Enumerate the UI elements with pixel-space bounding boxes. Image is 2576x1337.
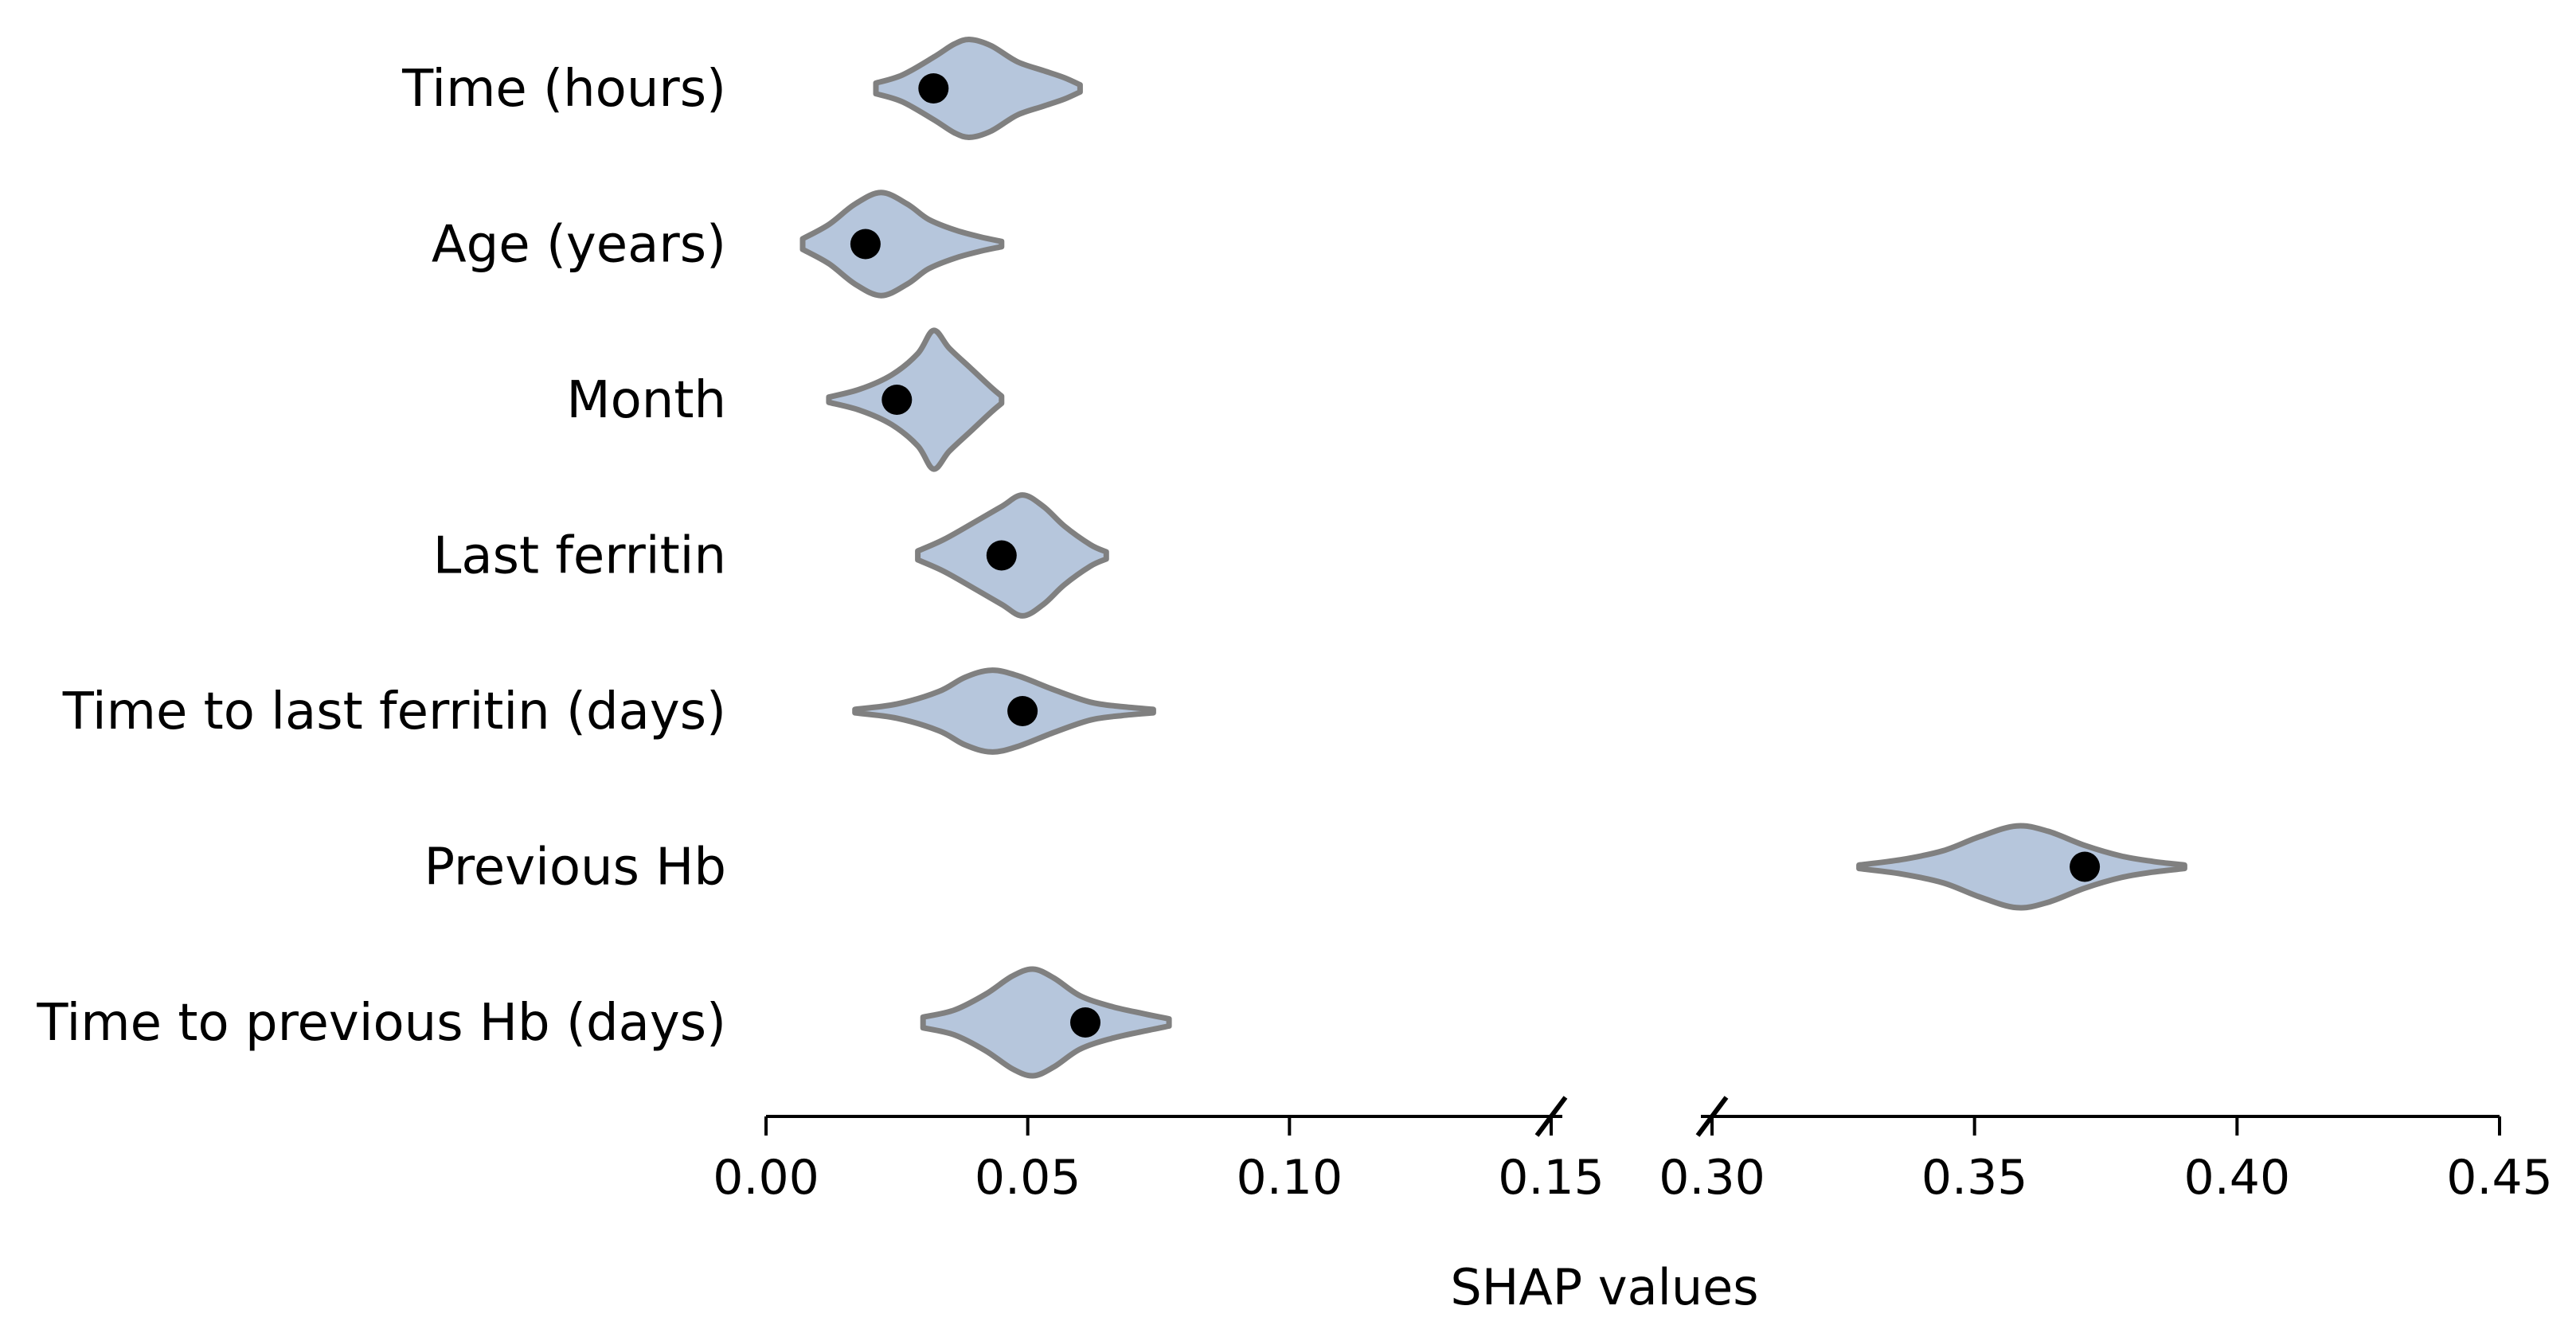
- x-tick-label-left-1: 0.05: [975, 1150, 1081, 1206]
- violin-5: [1856, 823, 2187, 911]
- y-label-1: Age (years): [432, 216, 726, 275]
- x-tick-label-right-0: 0.30: [1659, 1150, 1765, 1206]
- point-3: [986, 540, 1017, 571]
- violin-2: [826, 327, 1005, 472]
- violin-0: [873, 37, 1083, 140]
- x-tick-label-right-3: 0.45: [2446, 1150, 2553, 1206]
- x-tick-label-right-2: 0.40: [2184, 1150, 2291, 1206]
- point-1: [850, 229, 881, 260]
- x-axis: 0.00 0.05 0.10 0.15 0.30 0.35 0.40 0.45: [713, 1096, 2553, 1206]
- point-0: [918, 73, 949, 104]
- y-label-4: Time to last ferritin (days): [62, 682, 726, 741]
- point-6: [1070, 1007, 1100, 1038]
- mean-points: [850, 73, 2101, 1038]
- x-tick-label-right-1: 0.35: [1921, 1150, 2028, 1206]
- y-label-2: Month: [566, 371, 726, 430]
- x-tick-label-left-0: 0.00: [713, 1150, 819, 1206]
- point-2: [881, 385, 913, 415]
- x-tick-label-left-2: 0.10: [1237, 1150, 1343, 1206]
- point-4: [1007, 696, 1038, 726]
- y-axis-labels: Time (hours) Age (years) Month Last ferriti…: [36, 60, 726, 1053]
- y-label-3: Last ferritin: [433, 527, 726, 586]
- x-tick-label-left-3: 0.15: [1498, 1150, 1605, 1206]
- y-label-5: Previous Hb: [424, 839, 726, 897]
- y-label-0: Time (hours): [401, 60, 726, 119]
- x-axis-title: SHAP values: [1450, 1258, 1758, 1316]
- y-label-6: Time to previous Hb (days): [36, 994, 726, 1053]
- point-5: [2070, 851, 2101, 882]
- violin-6: [920, 966, 1172, 1079]
- violin-1: [799, 190, 1005, 299]
- violin-4: [852, 667, 1156, 755]
